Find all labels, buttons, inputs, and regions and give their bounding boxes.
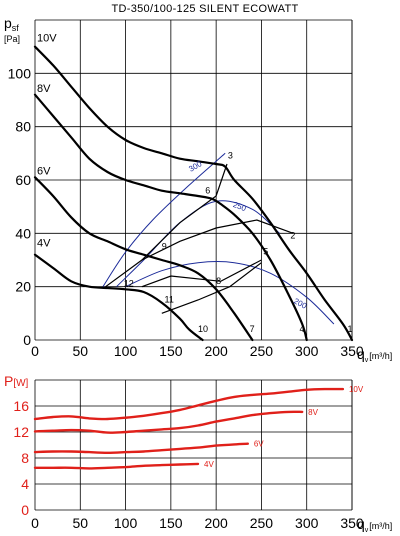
power-series-label-1: 8V xyxy=(308,408,318,417)
power-curve-6V xyxy=(33,442,249,454)
operating-line-0 xyxy=(105,163,228,288)
power-x-tick-6: 300 xyxy=(295,515,319,531)
pressure-x-tick-2: 100 xyxy=(114,343,138,359)
pressure-axis-symbol: p xyxy=(4,15,12,31)
pressure-axis-unit: [Pa] xyxy=(4,34,20,44)
pressure-curves xyxy=(33,45,354,342)
operating-point-label-10: 10 xyxy=(198,324,208,334)
power-x-tick-4: 200 xyxy=(204,515,228,531)
operating-point-label-9: 9 xyxy=(162,241,167,251)
pressure-curve-6V xyxy=(33,176,254,342)
pressure-x-tick-5: 250 xyxy=(250,343,274,359)
power-grid xyxy=(34,379,353,511)
pressure-series-label-3: 4V xyxy=(37,238,51,250)
power-axis-unit: [W] xyxy=(13,378,28,389)
pressure-y-tick-4: 80 xyxy=(15,119,31,135)
pressure-tick-labels: 0 50 100 150 200 250 300 350 0 20 40 60 80 100 xyxy=(8,65,364,359)
power-curves xyxy=(33,387,345,470)
power-axis-symbol: P xyxy=(4,373,13,389)
operating-lines xyxy=(105,163,294,314)
pressure-x-tick-0: 0 xyxy=(31,343,39,359)
power-tick-labels: 0 50 100 150 200 250 300 350 0 4 8 12 16 xyxy=(13,398,363,531)
operating-point-label-12: 12 xyxy=(124,279,134,289)
pressure-grid xyxy=(34,19,353,341)
flow-axis-subscript: v xyxy=(365,357,369,364)
pressure-series-label-2: 6V xyxy=(37,166,51,178)
power-x-tick-0: 0 xyxy=(31,515,39,531)
system-curve-label-250: 250 xyxy=(232,200,248,213)
pressure-y-tick-1: 20 xyxy=(15,279,31,295)
power-curve-10V xyxy=(33,387,345,421)
power-x-tick-5: 250 xyxy=(250,515,274,531)
operating-point-label-8: 8 xyxy=(216,276,221,286)
power-series-label-0: 10V xyxy=(349,385,364,394)
operating-point-label-3: 3 xyxy=(228,151,233,161)
power-series-label-3: 4V xyxy=(204,460,214,469)
pressure-curve-10V xyxy=(33,45,354,342)
power-curve-8V xyxy=(33,410,304,434)
power-flow-axis-subscript: v xyxy=(365,527,369,534)
operating-point-label-1: 1 xyxy=(347,324,352,334)
power-y-tick-4: 16 xyxy=(13,398,29,414)
flow-axis-label-main: qv[m³/h] xyxy=(357,346,392,364)
operating-point-label-5: 5 xyxy=(263,247,268,257)
power-annotations: 10V 8V 6V 4V xyxy=(204,385,364,469)
power-y-tick-0: 0 xyxy=(21,502,29,518)
operating-line-1 xyxy=(141,219,294,261)
pressure-plot: 0 50 100 150 200 250 300 350 0 20 40 60 80 100 10V 8V 6… xyxy=(4,15,392,364)
pressure-x-tick-7: 350 xyxy=(340,343,364,359)
pressure-x-tick-3: 150 xyxy=(159,343,183,359)
pressure-y-tick-2: 40 xyxy=(15,225,31,241)
pressure-series-label-1: 8V xyxy=(37,83,51,95)
power-y-tick-2: 8 xyxy=(21,450,29,466)
pressure-x-tick-6: 300 xyxy=(295,343,319,359)
power-plot: 0 50 100 150 200 250 300 350 0 4 8 12 16 10V 8V 6V 4V P… xyxy=(4,373,392,534)
system-curve-300 xyxy=(102,152,226,287)
power-flow-axis-label: qv[m³/h] xyxy=(357,516,392,534)
operating-point-label-2: 2 xyxy=(290,231,295,241)
power-x-tick-1: 50 xyxy=(72,515,88,531)
operating-point-label-4: 4 xyxy=(299,324,304,334)
operating-line-2 xyxy=(141,259,262,288)
pressure-y-tick-0: 0 xyxy=(23,332,31,348)
pressure-series-label-0: 10V xyxy=(37,32,57,44)
chart-title: TD-350/100-125 SILENT ECOWATT xyxy=(112,3,299,15)
power-flow-axis-unit: [m³/h] xyxy=(369,521,392,531)
operating-point-label-11: 11 xyxy=(165,295,174,305)
power-curve-4V xyxy=(33,462,200,470)
operating-point-label-6: 6 xyxy=(205,185,210,195)
pressure-curve-4V xyxy=(33,253,204,342)
power-x-tick-3: 150 xyxy=(159,515,183,531)
power-flow-axis-symbol: q xyxy=(357,516,365,532)
pressure-y-tick-5: 100 xyxy=(8,65,32,81)
power-x-tick-7: 350 xyxy=(340,515,364,531)
operating-line-3 xyxy=(161,262,262,314)
operating-point-label-7: 7 xyxy=(250,324,255,334)
pressure-curve-8V xyxy=(33,93,308,342)
power-axis-label: P[W] xyxy=(4,373,29,389)
pressure-axis-label: psf xyxy=(4,15,19,33)
power-y-tick-3: 12 xyxy=(13,424,29,440)
system-curve-200 xyxy=(125,261,335,325)
pressure-axis-subscript: sf xyxy=(12,23,20,33)
flow-axis-symbol: q xyxy=(357,346,365,362)
pressure-x-tick-4: 200 xyxy=(204,343,228,359)
power-y-tick-1: 4 xyxy=(21,476,29,492)
power-series-label-2: 6V xyxy=(254,440,264,449)
flow-axis-unit: [m³/h] xyxy=(369,351,392,361)
pressure-y-tick-3: 60 xyxy=(15,172,31,188)
power-x-tick-2: 100 xyxy=(114,515,138,531)
pressure-x-tick-1: 50 xyxy=(72,343,88,359)
